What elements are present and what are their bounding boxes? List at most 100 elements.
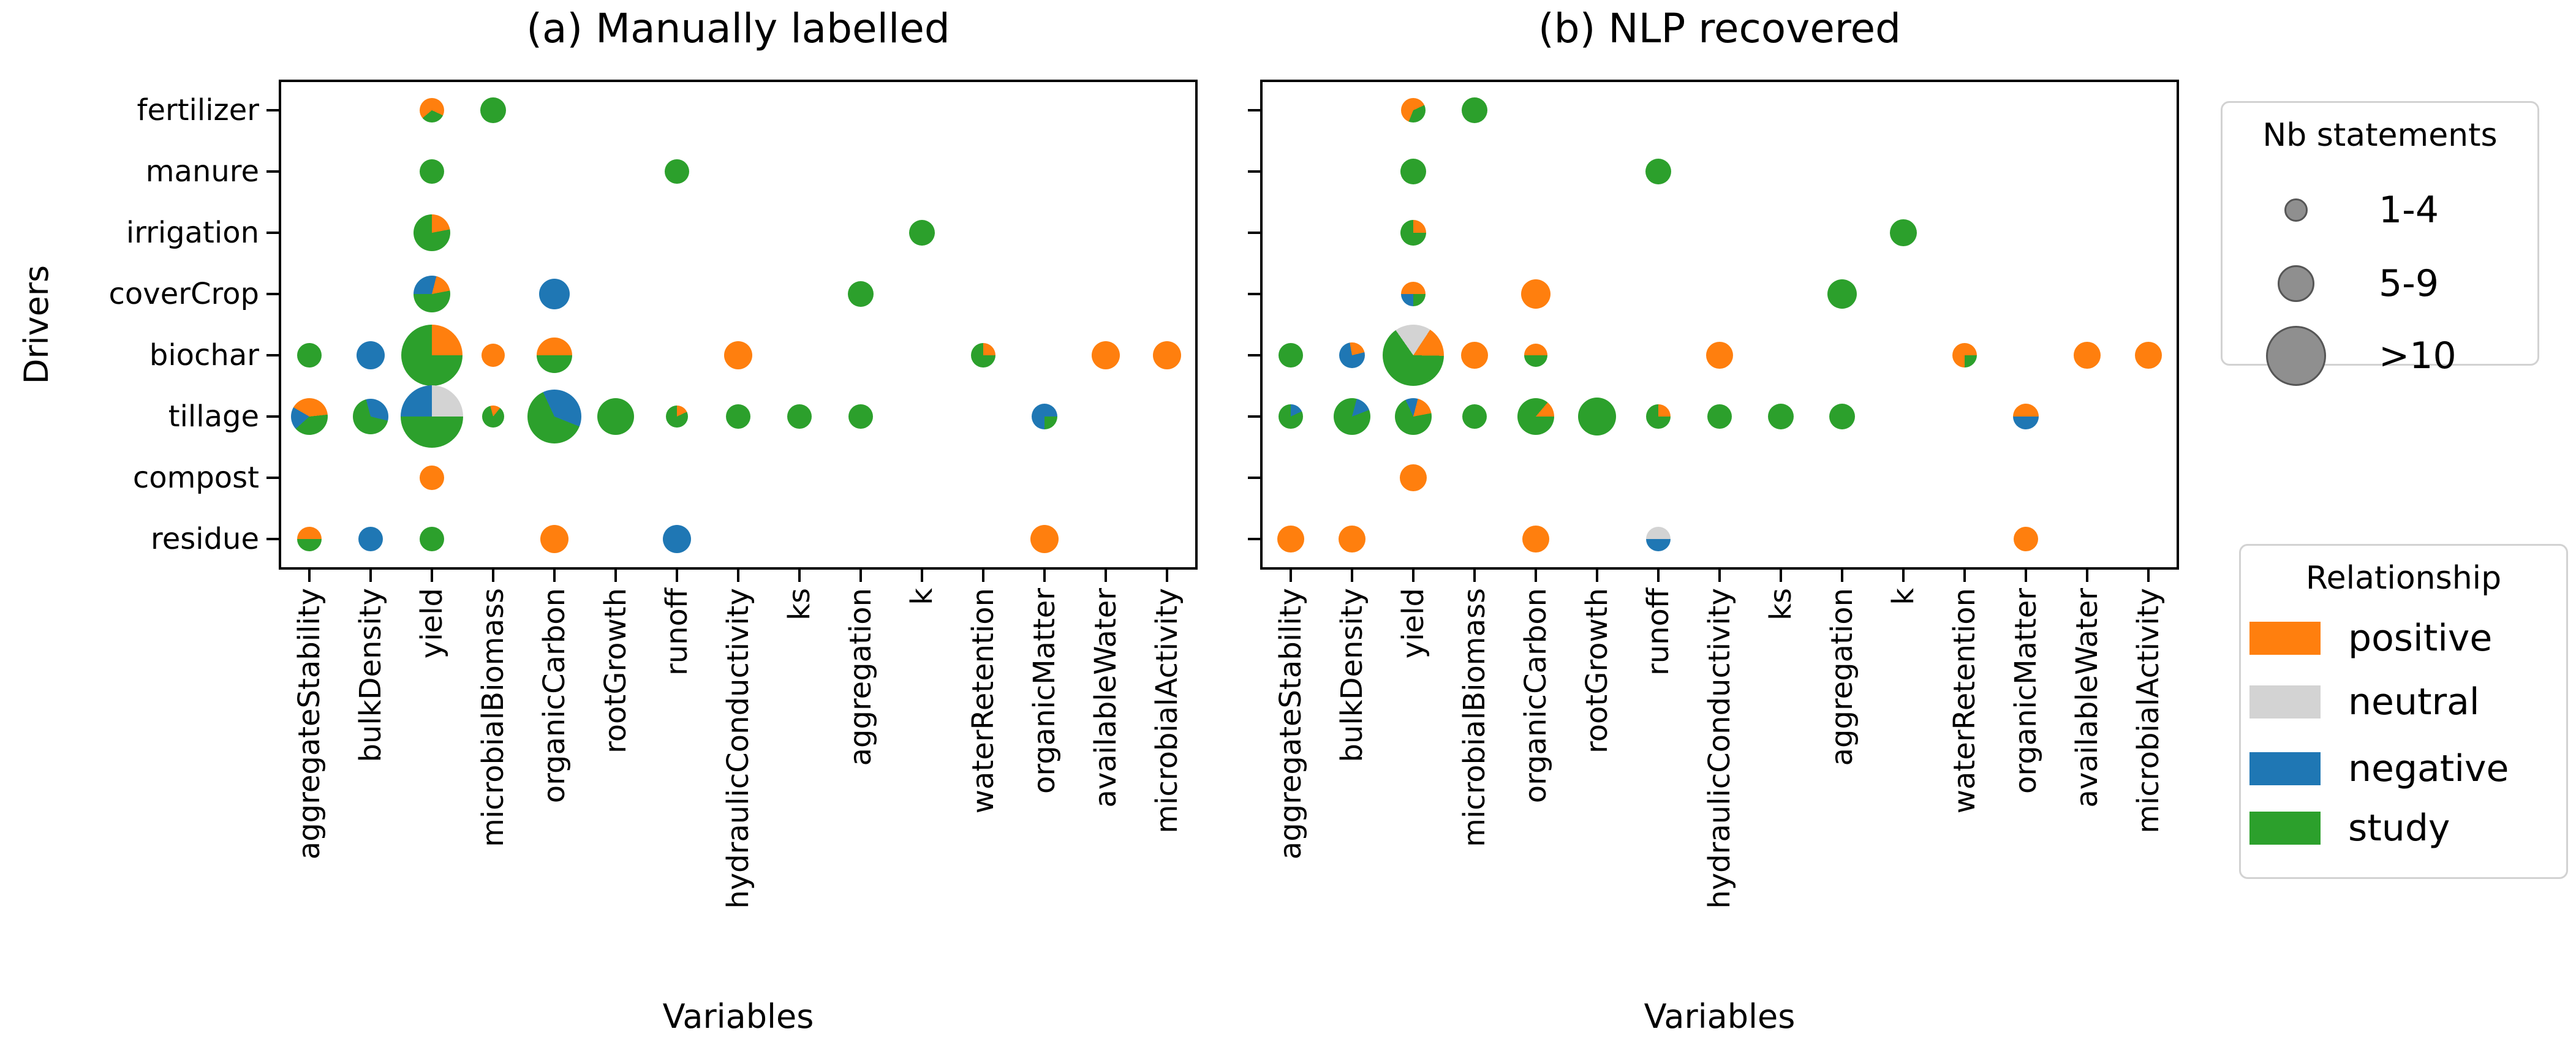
x-tick (2147, 570, 2150, 582)
x-tick-label: aggregation (1825, 588, 1859, 766)
relationship-label-neutral: neutral (2348, 681, 2480, 723)
x-tick-label: microbialActivity (2131, 588, 2166, 834)
x-tick-label: microbialActivity (1150, 588, 1184, 834)
x-tick (859, 570, 862, 582)
pie-bubble-biochar-yield (1383, 325, 1444, 386)
pie-bubble-compost-yield (1400, 464, 1427, 491)
x-tick (1780, 570, 1782, 582)
pie-bubble-residue-runoff (663, 525, 691, 553)
pie-bubble-residue-aggregateStability (1277, 526, 1304, 553)
pie-bubble-compost-yield (420, 466, 444, 490)
pie-bubble-tillage-bulkDensity (1334, 398, 1370, 435)
x-tick-label: ks (1764, 588, 1798, 620)
relationship-label-positive: positive (2348, 617, 2493, 660)
x-tick-label: microbialBiomass (476, 588, 510, 847)
pie-bubble-residue-aggregateStability (297, 527, 322, 551)
y-tick-label: residue (151, 522, 259, 556)
x-tick (798, 570, 801, 582)
pie-bubble-biochar-waterRetention (1952, 343, 1977, 368)
pie-bubble-residue-organicCarbon (540, 525, 568, 553)
pie-bubble-tillage-runoff (666, 405, 688, 428)
pie-bubble-tillage-yield (1395, 398, 1432, 435)
size-legend-label: 5-9 (2379, 262, 2439, 305)
pie-bubble-manure-yield (420, 159, 444, 184)
x-tick (369, 570, 372, 582)
y-axis-label: Drivers (17, 265, 56, 385)
relationship-legend-title: Relationship (2305, 560, 2502, 597)
y-tick (266, 415, 279, 418)
x-tick (553, 570, 556, 582)
pie-bubble-manure-yield (1400, 159, 1426, 184)
pie-bubble-tillage-yield (401, 385, 463, 448)
x-tick (982, 570, 984, 582)
pie-bubble-residue-organicMatter (2014, 527, 2038, 551)
pie-bubble-tillage-aggregation (848, 404, 873, 429)
pie-bubble-biochar-availableWater (1092, 341, 1120, 369)
pie-bubble-biochar-bulkDensity (357, 341, 385, 369)
pie-bubble-biochar-microbialActivity (2135, 342, 2162, 369)
panel-b-title: (b) NLP recovered (1538, 5, 1902, 52)
pie-bubble-coverCrop-organicCarbon (539, 279, 570, 309)
pie-bubble-residue-runoff (1646, 527, 1671, 551)
pie-bubble-tillage-organicMatter (1032, 404, 1057, 429)
pie-bubble-fertilizer-yield (420, 98, 444, 123)
pie-bubble-biochar-waterRetention (971, 343, 995, 368)
size-legend-label: 1-4 (2379, 189, 2439, 232)
x-tick (737, 570, 739, 582)
x-tick (431, 570, 433, 582)
x-tick (1412, 570, 1415, 582)
pie-bubble-tillage-rootGrowth (1578, 398, 1616, 436)
pie-bubble-tillage-runoff (1646, 404, 1671, 429)
pie-bubble-tillage-organicMatter (2013, 404, 2039, 429)
pie-bubble-biochar-bulkDensity (1339, 342, 1365, 368)
y-tick (1248, 170, 1260, 173)
x-tick-label: bulkDensity (353, 588, 388, 763)
x-tick (1535, 570, 1537, 582)
pie-bubble-biochar-microbialActivity (1153, 341, 1181, 369)
pie-bubble-irrigation-k (1890, 219, 1917, 246)
pie-bubble-biochar-organicCarbon (1524, 344, 1547, 367)
y-tick (266, 477, 279, 479)
pie-bubble-tillage-aggregateStability (1279, 404, 1303, 429)
y-tick (1248, 415, 1260, 418)
pie-bubble-tillage-organicCarbon (527, 390, 581, 443)
x-tick-label: waterRetention (966, 588, 1000, 814)
x-tick-label: aggregateStability (1274, 588, 1308, 860)
x-tick (676, 570, 678, 582)
pie-bubble-residue-yield (420, 527, 444, 551)
pie-bubble-biochar-aggregateStability (297, 343, 322, 368)
x-tick-label: organicMatter (1027, 588, 1062, 794)
pie-bubble-biochar-microbialBiomass (482, 344, 505, 367)
y-tick (266, 293, 279, 295)
pie-bubble-biochar-hydraulicConductivity (724, 341, 752, 369)
x-tick-label: k (1886, 588, 1921, 605)
pie-bubble-fertilizer-yield (1401, 98, 1426, 123)
y-tick (266, 109, 279, 111)
x-tick (1902, 570, 1905, 582)
y-tick (1248, 477, 1260, 479)
x-tick-label: bulkDensity (1335, 588, 1369, 763)
y-tick (266, 538, 279, 540)
pie-bubble-irrigation-yield (1400, 220, 1426, 246)
x-tick (1718, 570, 1721, 582)
pie-bubble-biochar-microbialBiomass (1461, 342, 1488, 369)
x-tick (1473, 570, 1476, 582)
size-legend-box: Nb statements 1-4 5-9 >10 (2221, 101, 2539, 386)
pie-bubble-manure-runoff (665, 159, 689, 184)
pie-bubble-biochar-availableWater (2074, 342, 2101, 369)
x-tick (1043, 570, 1046, 582)
relationship-swatch-positive (2249, 622, 2321, 655)
x-tick-label: hydraulicConductivity (721, 588, 755, 909)
relationship-label-study: study (2348, 807, 2450, 850)
size-legend-label: >10 (2379, 334, 2457, 377)
pie-bubble-tillage-aggregation (1829, 404, 1855, 429)
pie-bubble-irrigation-k (909, 220, 935, 246)
x-tick (921, 570, 923, 582)
x-tick (1596, 570, 1598, 582)
pie-bubble-tillage-rootGrowth (597, 398, 634, 435)
x-tick-label: k (905, 588, 939, 605)
x-tick-label: runoff (660, 588, 694, 676)
x-axis-label-panel-a: Variables (662, 997, 814, 1036)
x-tick (1166, 570, 1168, 582)
